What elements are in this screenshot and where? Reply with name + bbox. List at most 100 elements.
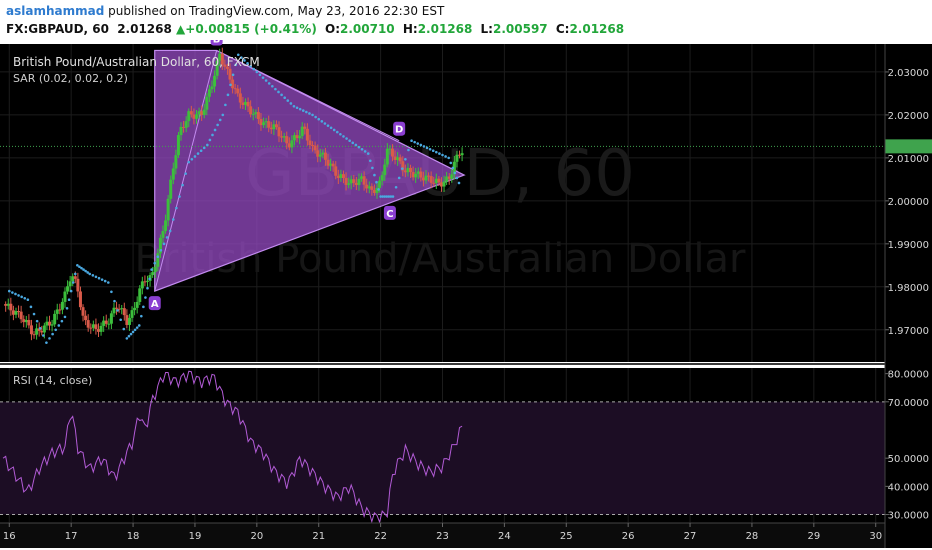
low-value: 2.00597 [492, 22, 548, 36]
candle [272, 120, 276, 136]
candle-body [161, 231, 165, 238]
candle-body [213, 75, 217, 87]
candle-body [388, 148, 392, 150]
candle-body [277, 127, 281, 137]
up-arrow-icon: ▲ [176, 22, 186, 36]
candle-body [146, 280, 149, 282]
time-tick-label: 25 [560, 531, 573, 542]
candle-body [360, 176, 364, 179]
sar-dot [218, 118, 222, 122]
sar-dot [326, 124, 330, 127]
candle [336, 169, 340, 185]
sar-dot [127, 334, 131, 338]
time-axis: 16 17 18 19 20 21 22 23 24 25 26 27 28 29 30 [3, 523, 882, 542]
candle [280, 130, 284, 143]
candle [396, 152, 400, 166]
candle-body [347, 183, 351, 185]
candle-body [295, 135, 299, 139]
candle [339, 169, 343, 182]
candle [66, 280, 70, 295]
sar-dot [431, 149, 435, 153]
sar-dot [48, 337, 51, 340]
candle [406, 163, 410, 177]
sar-dot [181, 183, 184, 187]
candle-body [249, 106, 253, 115]
sar-dot [280, 93, 283, 97]
candle [264, 117, 268, 129]
candle-body [393, 156, 397, 160]
candle-body [53, 313, 57, 325]
candle [305, 123, 309, 146]
candle [71, 273, 75, 287]
candle-body [246, 101, 250, 107]
candle [403, 164, 407, 178]
sar-dot [286, 99, 290, 102]
candle [112, 302, 116, 317]
candle-body [22, 319, 26, 323]
sar-dot [345, 137, 348, 140]
candle-body [81, 307, 85, 316]
candle [91, 320, 95, 332]
candle [424, 170, 428, 184]
candle [323, 147, 327, 166]
candle [9, 297, 13, 316]
candle-body [383, 164, 387, 176]
rsi-band [0, 401, 885, 515]
candle-body [409, 167, 413, 173]
sar-dot [332, 128, 336, 132]
candle-body [102, 320, 106, 326]
candle-body [120, 308, 124, 310]
candle [200, 105, 204, 121]
rsi-tick-label: 40.0000 [888, 482, 929, 493]
candle [76, 272, 80, 298]
candle [205, 93, 209, 116]
candle [94, 318, 98, 335]
candle [127, 313, 131, 331]
sar-dot [42, 334, 45, 337]
author-link[interactable]: aslamhammad [6, 4, 105, 18]
candle [122, 302, 126, 321]
sar-dot [397, 176, 401, 180]
candle [341, 170, 345, 184]
candle [326, 153, 330, 170]
sar-dot [193, 155, 197, 158]
sar-dot [410, 139, 413, 142]
sar-dot [196, 152, 200, 155]
candle-body [40, 330, 44, 333]
price-tick-label: 1.99000 [888, 240, 929, 251]
sar-dot [69, 289, 73, 293]
sar-dot [32, 312, 36, 316]
sar-dot [368, 159, 372, 163]
sar-dot [94, 275, 98, 279]
candle [166, 194, 170, 227]
sar-dot [283, 96, 286, 100]
candle [158, 234, 162, 259]
sar-dot [234, 63, 237, 67]
sar-dot [373, 173, 376, 177]
instrument-label: British Pound/Australian Dollar, 60, FXC… [13, 55, 260, 69]
sar-dot [216, 123, 219, 127]
candle-body [427, 175, 431, 177]
candle-body [274, 124, 278, 128]
sar-dot [165, 236, 169, 239]
candle [409, 164, 413, 179]
sar-dot [292, 105, 296, 108]
pattern-label: C [386, 209, 393, 220]
candle [246, 97, 250, 112]
sar-dot [438, 152, 441, 155]
candle [19, 305, 23, 324]
rsi-line [2, 370, 463, 524]
pattern-label-bg [383, 205, 396, 220]
candle [151, 266, 155, 278]
sar-dot [107, 281, 110, 284]
sar-dot [240, 56, 243, 59]
candle-body [323, 152, 327, 160]
candle [189, 105, 193, 118]
candle-body [362, 176, 366, 185]
sar-dot [131, 330, 135, 334]
candle-body [458, 154, 462, 156]
candle-body [171, 168, 175, 180]
candle [460, 147, 464, 162]
candle-body [432, 182, 436, 184]
